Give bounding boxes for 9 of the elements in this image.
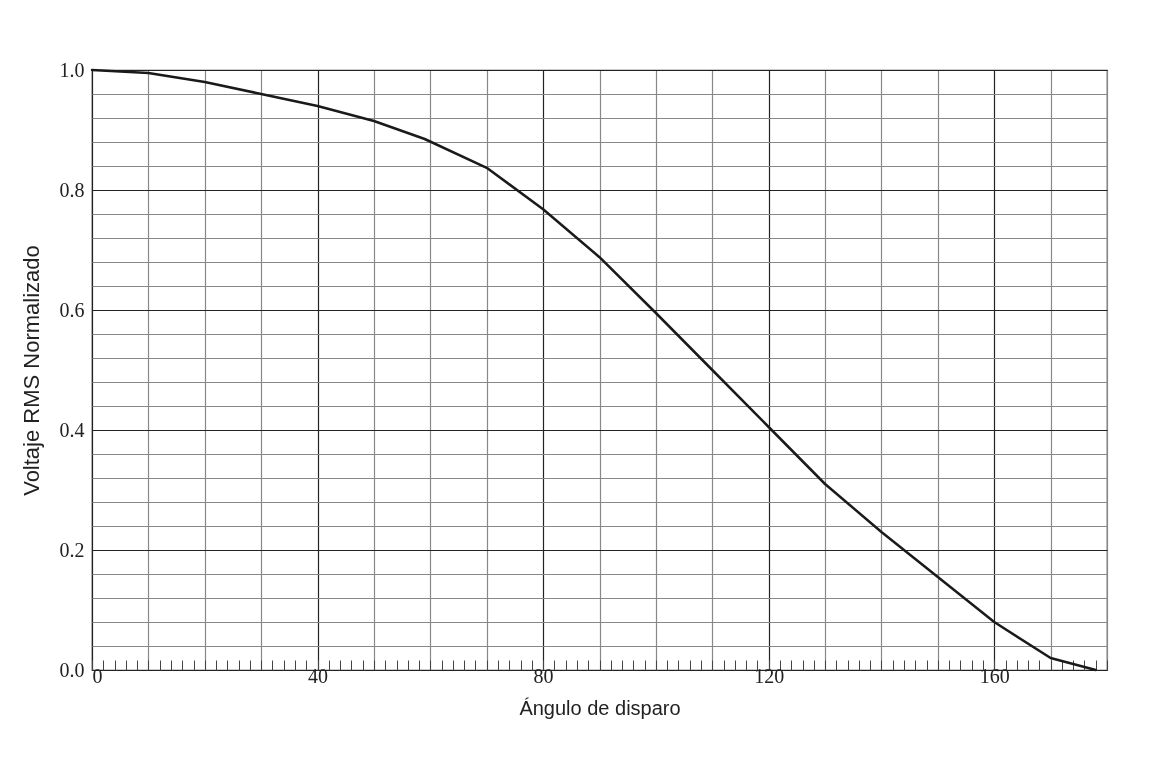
y-tick-label: 0.8 (59, 178, 85, 201)
y-tick-label: 1.0 (59, 58, 85, 81)
y-tick-label: 0.6 (59, 298, 85, 321)
x-tick-label: 0 (92, 664, 103, 687)
y-tick-label: 0.4 (59, 418, 85, 441)
x-axis-title: Ángulo de disparo (519, 696, 681, 719)
y-tick-label: 0.0 (59, 658, 85, 681)
y-axis-title: Voltaje RMS Normalizado (18, 245, 44, 496)
y-tick-label: 0.2 (59, 538, 85, 561)
